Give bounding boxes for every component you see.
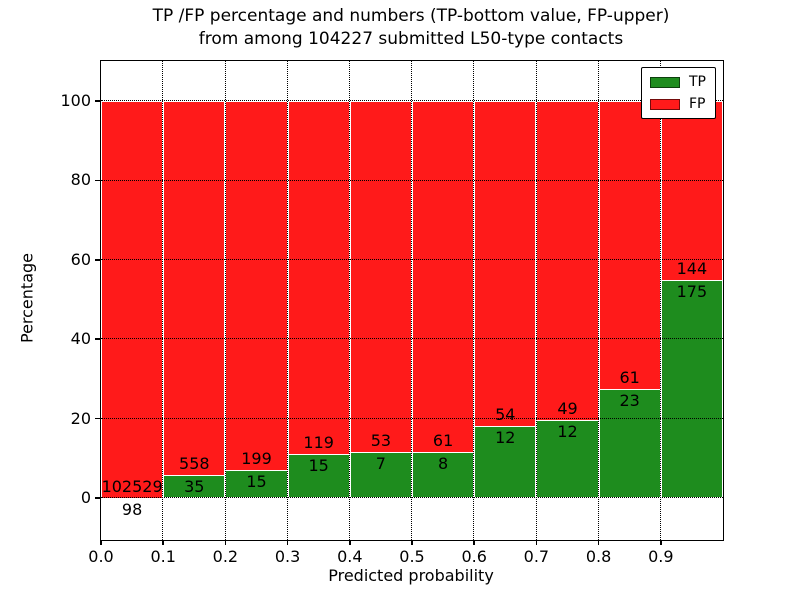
fp-count-label: 558 bbox=[179, 453, 210, 473]
y-tick-label: 0 bbox=[80, 488, 91, 507]
fp-count-label: 102529 bbox=[101, 476, 163, 496]
tp-count-label: 7 bbox=[375, 453, 386, 473]
vertical-gridline bbox=[162, 61, 164, 540]
vertical-gridline bbox=[349, 61, 351, 540]
fp-count-label: 119 bbox=[303, 432, 334, 452]
bar-fp-segment bbox=[660, 101, 723, 281]
horizontal-gridline bbox=[101, 100, 723, 102]
vertical-gridline bbox=[660, 61, 662, 540]
legend-swatch-tp bbox=[650, 76, 680, 88]
vertical-gridline bbox=[224, 61, 226, 540]
vertical-gridline bbox=[286, 61, 288, 540]
y-tick-label: 100 bbox=[60, 91, 91, 110]
tp-count-label: 98 bbox=[121, 499, 143, 519]
fp-count-label: 199 bbox=[241, 449, 272, 469]
x-tick-label: 0.1 bbox=[150, 547, 176, 566]
x-tick-label: 0.8 bbox=[585, 547, 612, 566]
fp-count-label: 54 bbox=[495, 404, 516, 424]
chart-title-line1: TP /FP percentage and numbers (TP-bottom… bbox=[152, 6, 670, 26]
y-axis-label: Percentage bbox=[17, 252, 37, 344]
horizontal-gridline bbox=[101, 259, 723, 261]
vertical-gridline bbox=[473, 61, 475, 540]
chart-title: TP /FP percentage and numbers (TP-bottom… bbox=[100, 5, 722, 51]
fp-count-label: 53 bbox=[370, 430, 392, 450]
bar-tp-segment bbox=[660, 280, 723, 498]
x-tick-label: 0.5 bbox=[399, 547, 425, 566]
horizontal-gridline bbox=[101, 338, 723, 340]
vertical-gridline bbox=[535, 61, 537, 540]
x-tick-mark bbox=[473, 540, 475, 545]
x-tick-label: 0.9 bbox=[648, 547, 674, 566]
bar-fp-segment bbox=[598, 101, 661, 390]
x-tick-mark bbox=[286, 540, 289, 545]
bar-fp-segment bbox=[225, 101, 288, 471]
bar-fp-segment bbox=[287, 101, 350, 454]
y-tick-mark bbox=[95, 497, 101, 499]
y-tick-label: 40 bbox=[70, 329, 91, 349]
legend-item-fp: FP bbox=[650, 97, 706, 111]
x-axis-label: Predicted probability bbox=[328, 566, 494, 585]
x-tick-label: 0.3 bbox=[274, 547, 301, 566]
plot-area: 102529 98 558 35 199 15 119 15 53 7 61 8 54 12 49 12 61 2… bbox=[60, 60, 724, 566]
bar-fp-segment bbox=[349, 101, 412, 452]
x-tick-label: 0.7 bbox=[523, 547, 550, 566]
fp-count-label: 49 bbox=[557, 398, 578, 418]
y-tick-label: 80 bbox=[70, 170, 91, 190]
chart-title-line2: from among 104227 submitted L50-type con… bbox=[198, 28, 624, 49]
horizontal-gridline bbox=[101, 497, 723, 499]
tp-count-label: 12 bbox=[495, 427, 516, 447]
x-tick-mark bbox=[660, 540, 662, 545]
fp-count-label: 61 bbox=[619, 368, 640, 388]
tp-count-label: 35 bbox=[184, 476, 205, 496]
fp-count-label: 61 bbox=[432, 430, 454, 450]
fp-count-label: 144 bbox=[676, 259, 708, 279]
x-tick-label: 0.2 bbox=[212, 547, 239, 566]
tp-count-label: 8 bbox=[438, 453, 449, 473]
tp-count-label: 23 bbox=[619, 391, 640, 411]
legend-swatch-fp bbox=[650, 98, 680, 110]
x-tick-label: 0.0 bbox=[88, 547, 114, 566]
legend-label-tp: TP bbox=[689, 74, 706, 90]
vertical-gridline bbox=[597, 61, 599, 540]
bar-fp-segment bbox=[412, 101, 475, 452]
horizontal-gridline bbox=[101, 417, 723, 419]
y-tick-mark bbox=[95, 100, 101, 102]
x-tick-label: 0.4 bbox=[337, 547, 363, 566]
bar-tp-segment bbox=[474, 425, 537, 498]
y-tick-label: 20 bbox=[70, 408, 91, 428]
y-tick-mark bbox=[95, 417, 101, 420]
x-tick-mark bbox=[535, 540, 538, 545]
x-tick-mark bbox=[349, 540, 351, 545]
legend-item-tp: TP bbox=[650, 75, 706, 89]
x-tick-mark bbox=[224, 540, 227, 545]
y-tick-mark bbox=[95, 338, 101, 340]
horizontal-gridline bbox=[101, 179, 723, 181]
x-tick-mark bbox=[100, 540, 102, 545]
bar-tp-segment bbox=[412, 451, 475, 498]
legend-label-fp: FP bbox=[689, 96, 706, 112]
tp-count-label: 15 bbox=[246, 472, 267, 492]
tp-count-label: 175 bbox=[676, 282, 708, 302]
y-tick-mark bbox=[95, 259, 101, 261]
bar-fp-segment bbox=[101, 101, 164, 498]
bar-fp-segment bbox=[536, 101, 599, 420]
y-tick-mark bbox=[95, 179, 101, 182]
x-tick-label: 0.6 bbox=[461, 547, 487, 566]
tp-count-label: 12 bbox=[557, 421, 578, 441]
y-tick-label: 60 bbox=[70, 249, 91, 269]
bar-fp-segment bbox=[474, 101, 537, 426]
x-tick-mark bbox=[411, 540, 413, 545]
x-tick-mark bbox=[162, 540, 164, 545]
x-tick-mark bbox=[597, 540, 600, 545]
legend: TP FP bbox=[641, 67, 716, 119]
tp-count-label: 15 bbox=[308, 455, 329, 475]
vertical-gridline bbox=[411, 61, 413, 540]
